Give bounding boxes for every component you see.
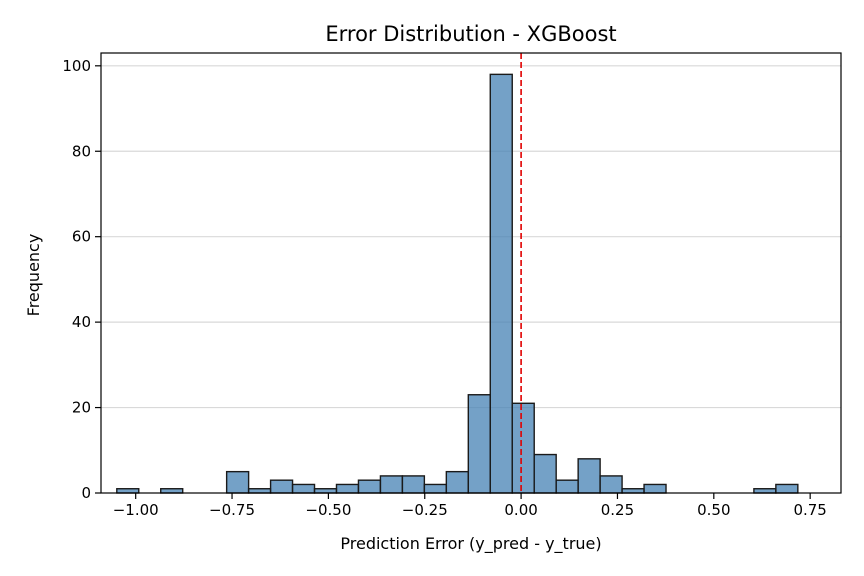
histogram-bar-23 [621, 488, 645, 494]
histogram-bar-2 [160, 488, 184, 494]
chart-title: Error Distribution - XGBoost [325, 22, 616, 46]
histogram-bar-17 [489, 73, 513, 494]
histogram-bar-21 [577, 458, 601, 494]
histogram-bar-6 [247, 488, 272, 494]
x-tick-label-5: 0.25 [601, 501, 634, 519]
histogram-bar-14 [423, 483, 448, 494]
y-tick-label-4: 80 [72, 142, 91, 160]
histogram-bar-8 [291, 483, 316, 494]
y-tick-label-2: 40 [72, 313, 91, 331]
y-tick-label-3: 60 [72, 228, 91, 246]
x-tick-label-2: −0.50 [305, 501, 351, 519]
histogram-bar-0 [116, 488, 140, 494]
x-axis-label: Prediction Error (y_pred - y_true) [340, 534, 601, 554]
bars [116, 73, 799, 494]
x-tick-label-6: 0.50 [697, 501, 730, 519]
x-tick-label-3: −0.25 [402, 501, 448, 519]
histogram-bar-13 [401, 475, 426, 494]
y-axis-ticks: 0 20 40 60 80 100 [62, 57, 101, 502]
histogram-bar-9 [313, 488, 338, 494]
y-tick-label-0: 0 [81, 484, 91, 502]
y-tick-label-1: 20 [72, 399, 91, 417]
y-tick-label-5: 100 [62, 57, 91, 75]
histogram-bar-10 [335, 483, 360, 494]
histogram-bar-19 [533, 453, 557, 494]
histogram-bar-20 [555, 479, 579, 494]
x-tick-label-7: 0.75 [793, 501, 826, 519]
gridlines [101, 65, 841, 409]
histogram-bar-29 [753, 488, 777, 494]
x-tick-label-4: 0.00 [504, 501, 537, 519]
histogram-bar-5 [225, 470, 250, 494]
histogram-bar-22 [599, 475, 623, 494]
histogram-bar-7 [269, 479, 294, 494]
histogram-bar-12 [379, 475, 404, 494]
x-tick-label-1: −0.75 [209, 501, 255, 519]
y-axis-label: Frequency [24, 234, 43, 317]
x-axis-ticks: −1.00 −0.75 −0.50 −0.25 0.00 0.25 0.50 0.75 [113, 493, 827, 519]
plot-area-frame [100, 52, 842, 494]
histogram-bar-11 [357, 479, 382, 494]
x-tick-label-0: −1.00 [113, 501, 159, 519]
histogram-bar-18 [511, 402, 535, 494]
histogram-bar-15 [445, 470, 470, 494]
histogram-bar-30 [775, 483, 799, 494]
histogram-bar-24 [643, 483, 667, 494]
histogram-bar-16 [467, 394, 491, 494]
